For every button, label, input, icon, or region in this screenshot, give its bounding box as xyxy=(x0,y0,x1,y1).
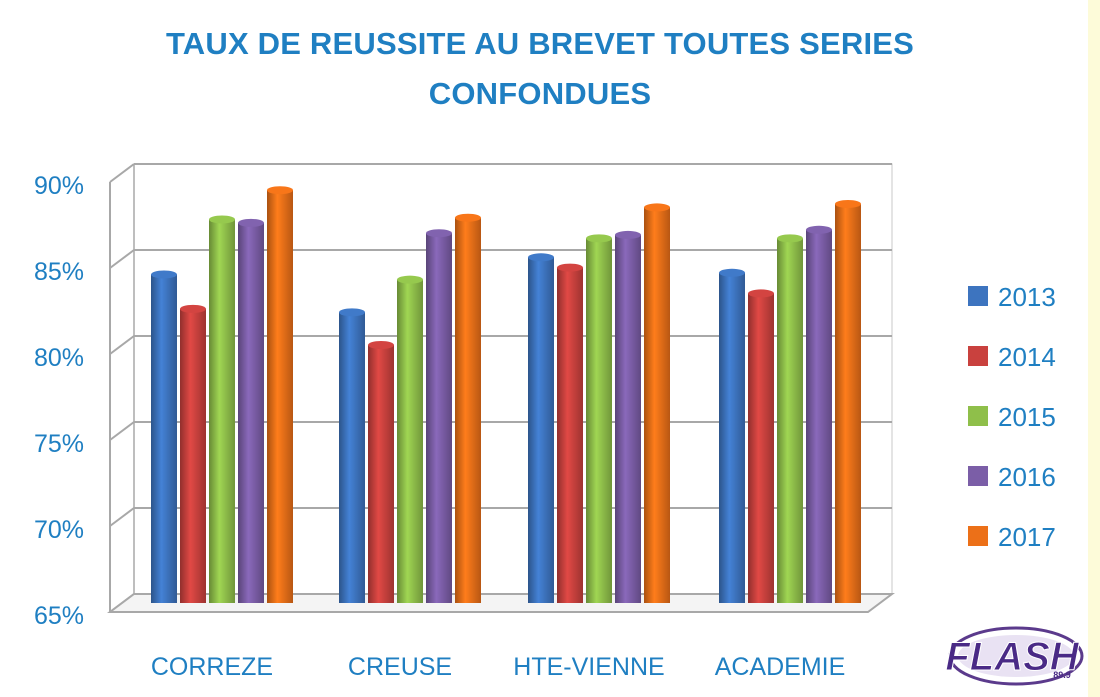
x-category-label: HTE-VIENNE xyxy=(513,653,664,681)
bar-top-2013-creuse xyxy=(339,308,365,317)
legend-label-2013: 2013 xyxy=(998,282,1056,312)
bar-2013-academie xyxy=(719,272,745,603)
y-tick-label: 75% xyxy=(34,430,84,458)
bar-2015-creuse xyxy=(397,279,423,603)
legend-swatch-2015 xyxy=(968,406,988,426)
gridline-side xyxy=(109,163,135,183)
chart-title-line-2: CONFONDUES xyxy=(428,76,652,111)
bar-2017-creuse xyxy=(455,217,481,603)
bar-top-2016-hte-vienne xyxy=(615,230,641,239)
bar-top-2014-creuse xyxy=(368,341,394,349)
bar-top-2017-hte-vienne xyxy=(644,203,670,212)
bar-2016-academie xyxy=(806,229,832,603)
legend-swatch-2017 xyxy=(968,526,988,546)
bar-2014-creuse xyxy=(368,345,394,603)
bar-2014-hte-vienne xyxy=(557,267,583,603)
y-tick-label: 65% xyxy=(34,602,84,630)
bar-top-2015-hte-vienne xyxy=(586,234,612,243)
flash-logo-small-text: 89.9 xyxy=(1053,670,1071,680)
legend-label-2017: 2017 xyxy=(998,522,1056,552)
gridline-side xyxy=(109,335,135,355)
flash-logo-inner xyxy=(958,635,1074,677)
bar-top-2014-correze xyxy=(180,304,206,313)
gridline-side xyxy=(109,249,135,269)
legend-label-2015: 2015 xyxy=(998,402,1056,432)
bar-top-2015-correze xyxy=(209,215,235,224)
bar-top-2013-academie xyxy=(719,268,745,277)
y-tick-label: 90% xyxy=(34,172,84,200)
chart-floor xyxy=(107,593,895,613)
x-category-label: ACADEMIE xyxy=(715,653,846,681)
bar-top-2016-creuse xyxy=(426,229,452,238)
bar-2013-correze xyxy=(151,274,177,603)
bar-2015-hte-vienne xyxy=(586,238,612,604)
bar-top-2013-correze xyxy=(151,270,177,279)
bar-2017-hte-vienne xyxy=(644,207,670,603)
bar-top-2016-academie xyxy=(806,225,832,234)
page-edge-strip xyxy=(1088,0,1100,697)
bar-top-2013-hte-vienne xyxy=(528,253,554,262)
bar-2016-correze xyxy=(238,222,264,603)
bar-2013-creuse xyxy=(339,312,365,603)
bar-top-2014-hte-vienne xyxy=(557,263,583,272)
gridline-side xyxy=(109,507,135,527)
bar-2015-academie xyxy=(777,238,803,604)
bar-2014-academie xyxy=(748,293,774,603)
bar-top-2015-academie xyxy=(777,234,803,243)
legend-swatch-2013 xyxy=(968,286,988,306)
y-tick-label: 70% xyxy=(34,516,84,544)
y-tick-label: 80% xyxy=(34,344,84,372)
bar-2017-correze xyxy=(267,190,293,603)
x-category-label: CREUSE xyxy=(348,653,452,681)
bar-top-2017-correze xyxy=(267,186,293,195)
legend-swatch-2014 xyxy=(968,346,988,366)
chart-title-line-1: TAUX DE REUSSITE AU BREVET TOUTES SERIES xyxy=(165,26,915,61)
bar-2013-hte-vienne xyxy=(528,257,554,603)
bar-2016-creuse xyxy=(426,233,452,603)
bar-2017-academie xyxy=(835,203,861,603)
bar-top-2017-academie xyxy=(835,199,861,208)
gridline-side xyxy=(109,421,135,441)
legend-label-2016: 2016 xyxy=(998,462,1056,492)
x-category-label: CORREZE xyxy=(151,653,273,681)
bar-top-2014-academie xyxy=(748,289,774,298)
flash-logo-text: FLASH xyxy=(945,635,1079,679)
bar-2015-correze xyxy=(209,219,235,603)
y-tick-label: 85% xyxy=(34,258,84,286)
bar-2016-hte-vienne xyxy=(615,234,641,604)
legend-label-2014: 2014 xyxy=(998,342,1056,372)
bar-top-2016-correze xyxy=(238,218,264,227)
bar-top-2015-creuse xyxy=(397,275,423,284)
bar-2014-correze xyxy=(180,308,206,603)
bar-top-2017-creuse xyxy=(455,213,481,222)
legend-swatch-2016 xyxy=(968,466,988,486)
